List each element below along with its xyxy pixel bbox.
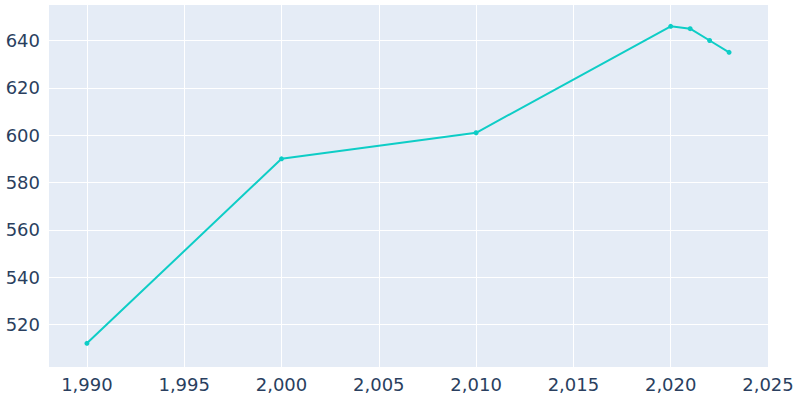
svg-text:620: 620 xyxy=(6,77,40,98)
svg-text:2,010: 2,010 xyxy=(450,374,502,395)
svg-text:2,025: 2,025 xyxy=(742,374,794,395)
svg-text:2,005: 2,005 xyxy=(353,374,405,395)
svg-text:580: 580 xyxy=(6,172,40,193)
svg-text:560: 560 xyxy=(6,219,40,240)
svg-text:2,015: 2,015 xyxy=(548,374,600,395)
svg-text:600: 600 xyxy=(6,125,40,146)
svg-text:520: 520 xyxy=(6,314,40,335)
svg-text:540: 540 xyxy=(6,267,40,288)
svg-text:1,990: 1,990 xyxy=(61,374,113,395)
svg-text:1,995: 1,995 xyxy=(158,374,210,395)
svg-text:2,020: 2,020 xyxy=(645,374,697,395)
svg-text:640: 640 xyxy=(6,30,40,51)
svg-text:2,000: 2,000 xyxy=(256,374,308,395)
